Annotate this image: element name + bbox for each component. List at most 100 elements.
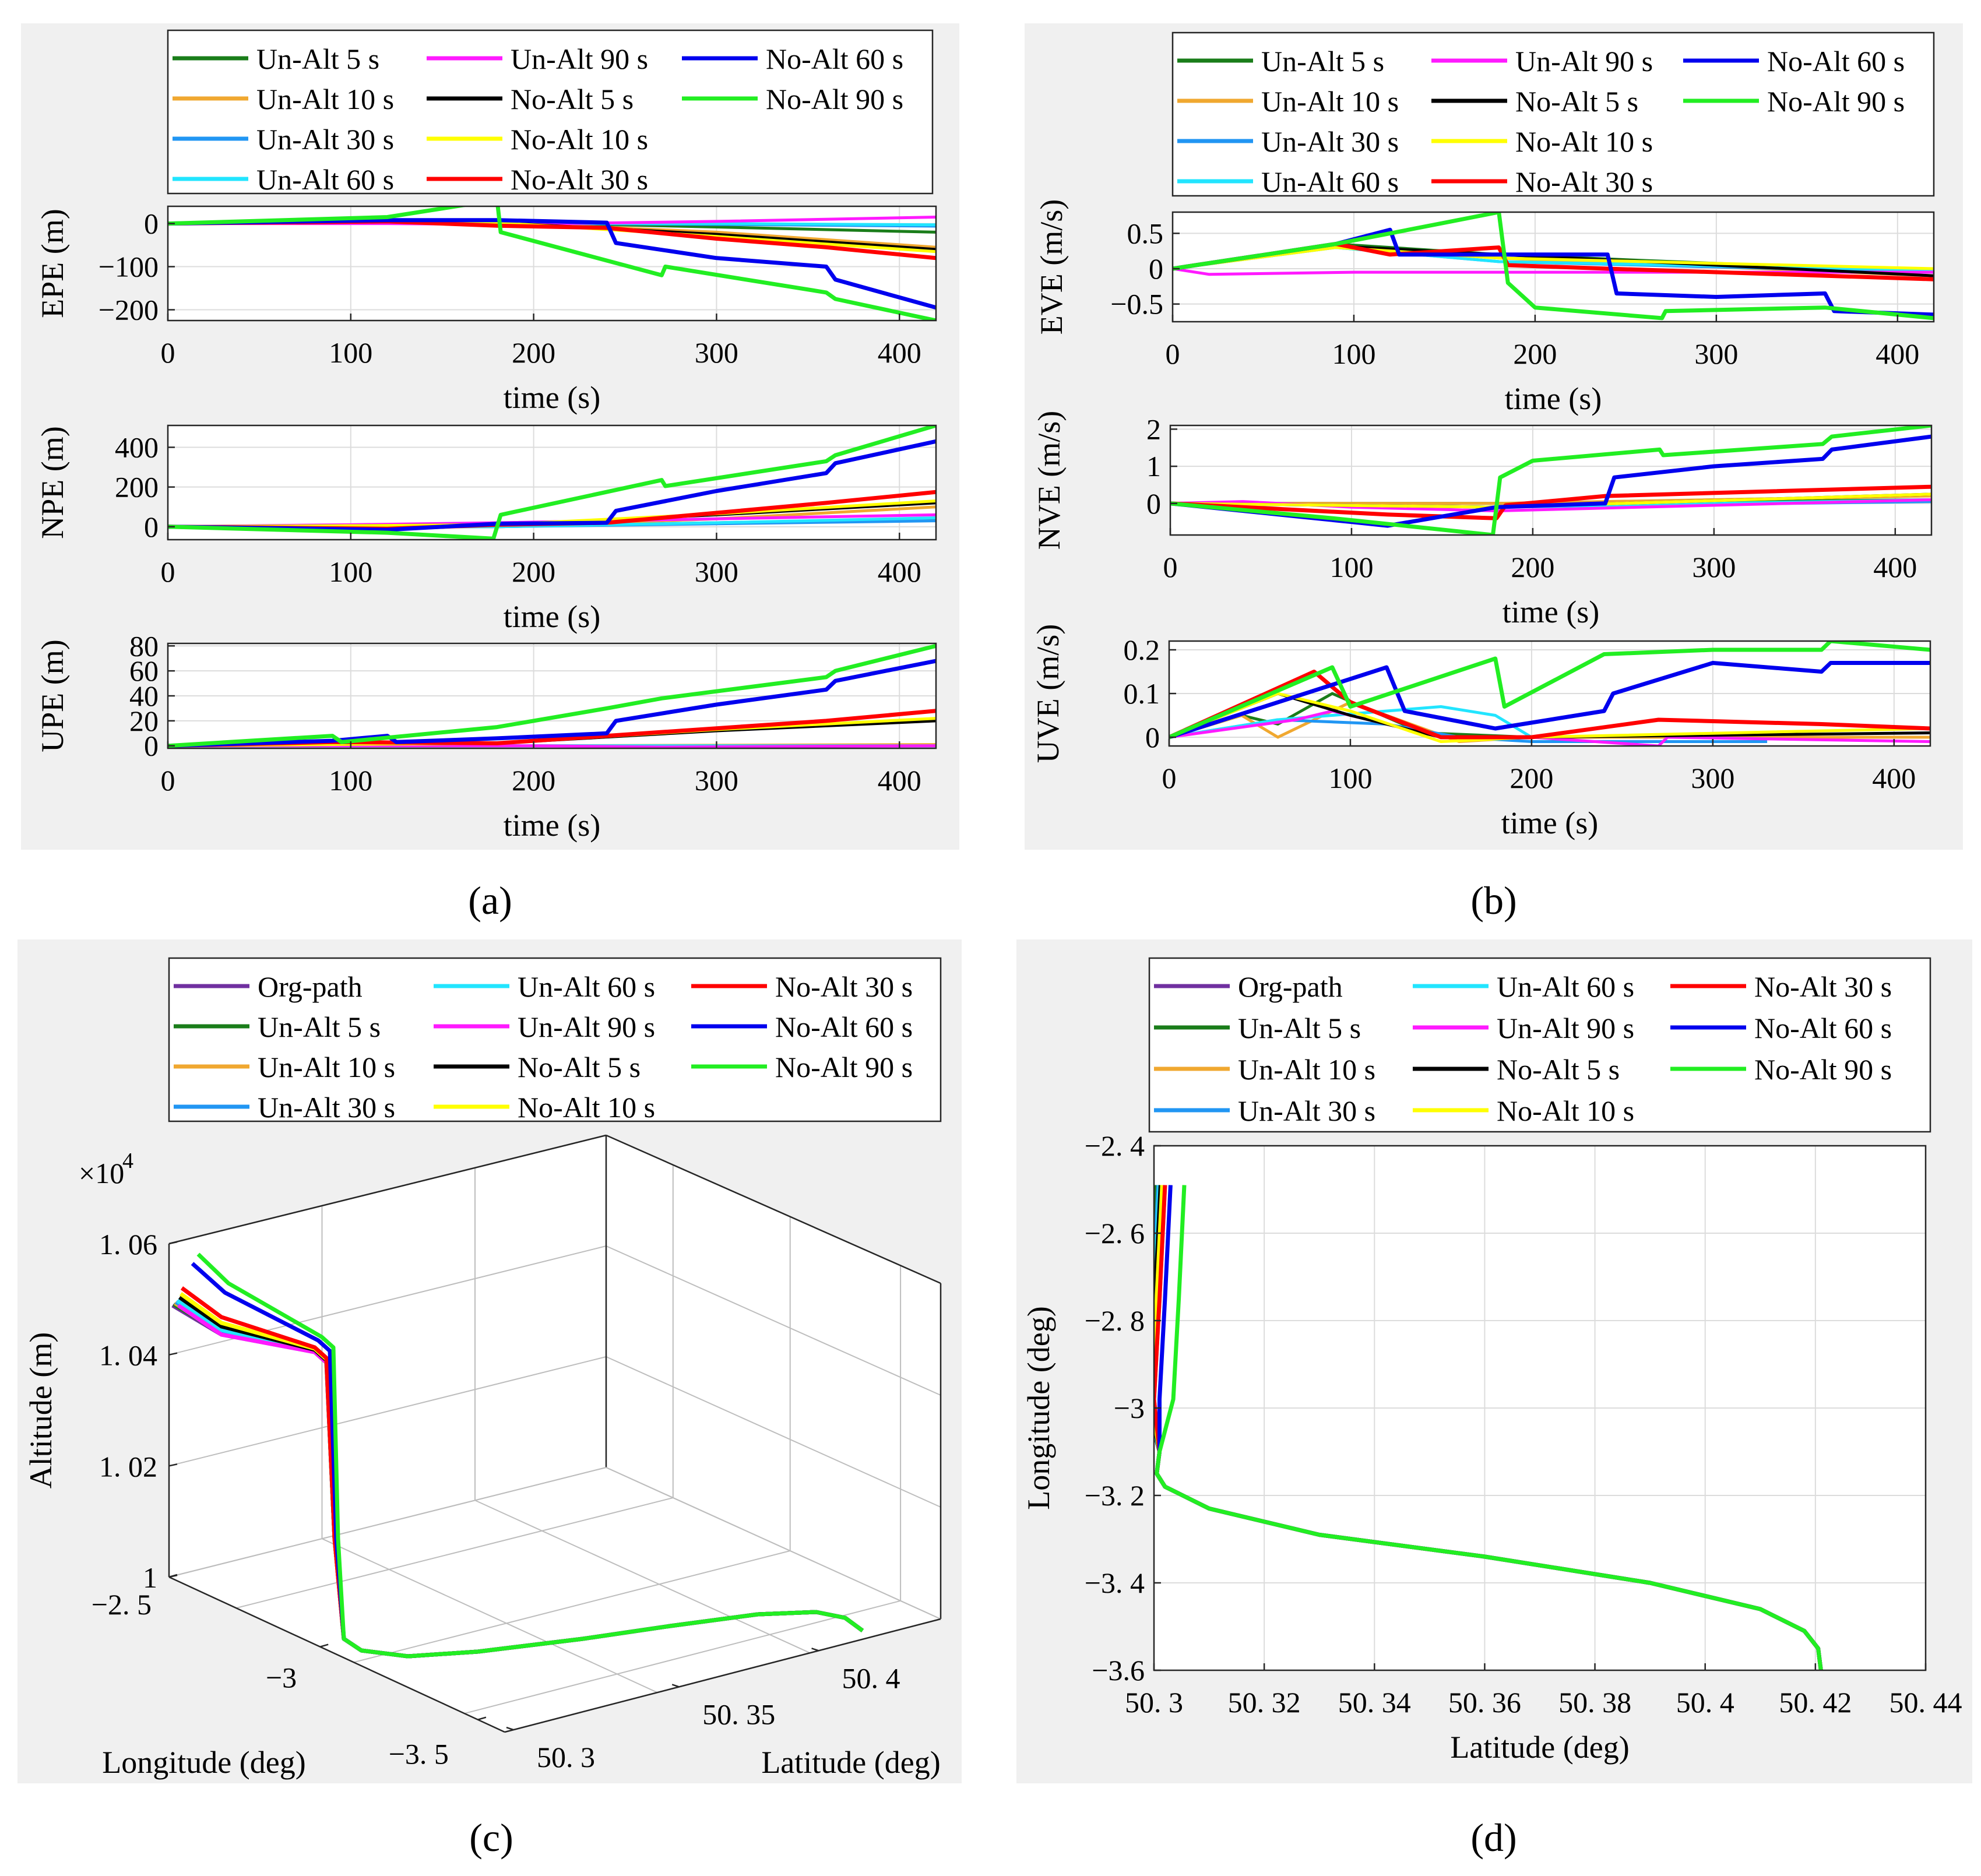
series-line-no-alt-90-s xyxy=(168,643,936,748)
legend-label-un-alt-5-s: Un-Alt 5 s xyxy=(1238,1012,1361,1044)
z-exponent-label: ×10 xyxy=(79,1157,124,1189)
trajectory-no-alt-90-s xyxy=(196,1252,864,1659)
y-tick-label: 0.5 xyxy=(1127,217,1164,249)
legend-label-un-alt-10-s: Un-Alt 10 s xyxy=(1261,85,1399,118)
legend-label-no-alt-5-s: No-Alt 5 s xyxy=(1515,85,1638,118)
x-axis-label: time (s) xyxy=(504,599,600,634)
series-group xyxy=(168,425,936,540)
series-group xyxy=(168,206,936,321)
latitude-tick-label: 50. 35 xyxy=(702,1698,775,1730)
plot-epe-m: 0 100 200 300 400 0 −100 −200 time (s) EPE (m) xyxy=(35,205,937,415)
legend-label-no-alt-90-s: No-Alt 90 s xyxy=(775,1051,913,1083)
legend-label-un-alt-5-s: Un-Alt 5 s xyxy=(256,43,379,75)
legend-label-no-alt-30-s: No-Alt 30 s xyxy=(1515,166,1653,198)
x-tick-label: 200 xyxy=(1513,337,1557,370)
plot-area xyxy=(1170,425,1931,535)
box-edge xyxy=(168,1134,607,1245)
x-axis-label: time (s) xyxy=(504,380,600,415)
floor-gridline xyxy=(322,1538,658,1694)
x-tick-label: 200 xyxy=(512,764,555,797)
y-tick-label: −2. 6 xyxy=(1085,1217,1145,1250)
y-tick-label: −3 xyxy=(1114,1392,1145,1424)
legends-layer: Un-Alt 5 s Un-Alt 10 s Un-Alt 30 s Un-Alt 6… xyxy=(167,29,1935,1133)
plot-uve-m-s: 0 100 200 300 400 0.2 0.1 0 time (s) UVE (m/s) xyxy=(1030,624,1931,840)
floor-gridline xyxy=(235,1497,674,1609)
x-tick-label: 0 xyxy=(161,764,175,797)
plot-frame xyxy=(167,205,937,322)
x-tick-label: 100 xyxy=(1329,551,1373,583)
x-tick-label: 300 xyxy=(1691,762,1734,794)
legend-a: Un-Alt 5 s Un-Alt 10 s Un-Alt 30 s Un-Alt 6… xyxy=(167,29,934,196)
legend-d: Org-path Un-Alt 5 s Un-Alt 10 s Un-Alt 30 s… xyxy=(1148,957,1931,1133)
y-tick-label: 0 xyxy=(144,730,159,762)
latitude-tick-label: 50. 3 xyxy=(537,1741,595,1773)
x-tick-label: 200 xyxy=(1509,762,1553,794)
series-group xyxy=(1154,1185,1823,1670)
z-tick xyxy=(168,1352,178,1356)
series-line-no-alt-10-s xyxy=(1169,692,1930,743)
legend-label-no-alt-5-s: No-Alt 5 s xyxy=(1497,1053,1620,1086)
x-axis-label: time (s) xyxy=(504,808,600,843)
x-tick-label: 400 xyxy=(878,555,921,588)
x-tick-label: 300 xyxy=(695,336,738,369)
y-tick-label: 80 xyxy=(129,629,159,662)
longitude-tick xyxy=(477,1716,487,1720)
series-line-no-alt-60-s xyxy=(168,439,936,532)
legend-label-no-alt-60-s: No-Alt 60 s xyxy=(1754,1012,1892,1044)
floor-gridline xyxy=(353,1550,790,1663)
x-tick-label: 100 xyxy=(329,764,372,797)
series-line-no-alt-90-s xyxy=(168,206,936,321)
plot-frame xyxy=(1171,211,1935,323)
legend-label-un-alt-90-s: Un-Alt 90 s xyxy=(518,1011,655,1043)
series-line-un-alt-90-s xyxy=(1170,498,1931,513)
floor-gridline xyxy=(464,1600,901,1715)
series-line-no-alt-30-s xyxy=(1169,670,1930,740)
x-tick-label: 0 xyxy=(1162,762,1177,794)
z-tick-label: 1. 04 xyxy=(99,1339,157,1372)
plot-frame xyxy=(167,424,937,541)
x-tick-label: 400 xyxy=(1872,762,1916,794)
z-tick xyxy=(168,1463,178,1467)
panel-letter-b: (b) xyxy=(1470,878,1516,923)
z-tick-label: 1. 06 xyxy=(99,1228,157,1261)
legend-frame xyxy=(168,957,942,1122)
x-tick-label: 50. 32 xyxy=(1228,1686,1301,1719)
z-tick-label: 1 xyxy=(143,1561,157,1594)
plot-frame xyxy=(1169,424,1933,536)
x-tick-label: 50. 38 xyxy=(1558,1686,1631,1719)
legend-label-no-alt-5-s: No-Alt 5 s xyxy=(518,1051,641,1083)
latitude-tick xyxy=(671,1684,680,1688)
legend-label-un-alt-30-s: Un-Alt 30 s xyxy=(1261,125,1399,158)
y-axis-label: NVE (m/s) xyxy=(1032,411,1067,550)
legend-frame xyxy=(1148,957,1931,1133)
series-group xyxy=(1170,425,1931,535)
series-line-no-alt-10-s xyxy=(168,499,936,529)
y-tick-label: 200 xyxy=(115,471,159,504)
y-tick-label: −100 xyxy=(98,251,159,283)
legend-label-un-alt-60-s: Un-Alt 60 s xyxy=(1261,166,1399,198)
x-tick-label: 50. 4 xyxy=(1676,1686,1734,1719)
y-tick-label: 60 xyxy=(129,654,159,687)
legend-label-no-alt-10-s: No-Alt 10 s xyxy=(518,1091,655,1124)
longitude-tick xyxy=(319,1643,329,1648)
longitude-axis-label: Longitude (deg) xyxy=(102,1745,305,1780)
legend-label-un-alt-60-s: Un-Alt 60 s xyxy=(518,970,655,1003)
back-wall-right xyxy=(606,1135,941,1619)
series-line-no-alt-30-s xyxy=(1170,484,1931,520)
legend-frame xyxy=(167,29,934,195)
y-tick-label: 40 xyxy=(129,680,159,712)
x-tick-label: 400 xyxy=(1876,337,1919,370)
series-line-no-alt-90-s xyxy=(168,425,936,540)
y-tick-label: 0 xyxy=(144,207,159,240)
legend-label-no-alt-90-s: No-Alt 90 s xyxy=(766,83,903,115)
box-edge xyxy=(606,1134,941,1284)
x-tick-label: 400 xyxy=(878,336,921,369)
legend-label-org-path: Org-path xyxy=(258,970,363,1003)
plot-latitude-longitude: 50. 3 50. 32 50. 34 50. 36 50. 38 50. 4 50. 42… xyxy=(1021,1129,1962,1765)
y-tick-label: 400 xyxy=(115,431,159,463)
longitude-tick xyxy=(168,1574,178,1578)
x-tick-label: 300 xyxy=(1694,337,1738,370)
z-axis-label: Altitude (m) xyxy=(23,1332,58,1488)
